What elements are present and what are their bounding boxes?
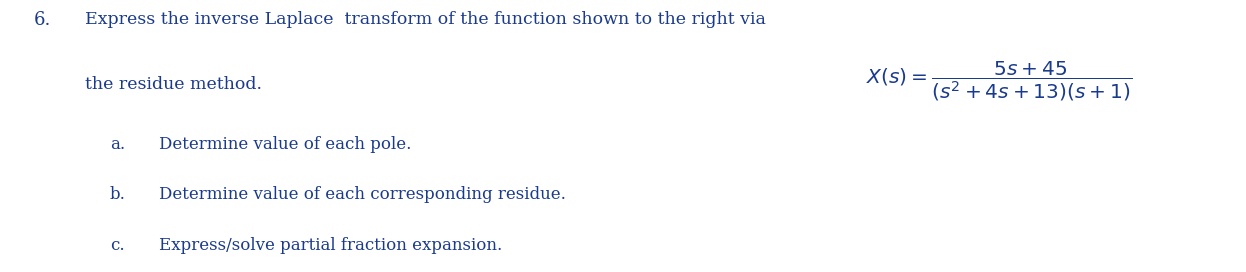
Text: $X(s) = \dfrac{5s+45}{(s^{2}+4s+13)(s+1)}$: $X(s) = \dfrac{5s+45}{(s^{2}+4s+13)(s+1)… <box>866 60 1133 104</box>
Text: Determine value of each pole.: Determine value of each pole. <box>159 136 412 153</box>
Text: the residue method.: the residue method. <box>85 76 262 93</box>
Text: Determine value of each corresponding residue.: Determine value of each corresponding re… <box>159 186 567 203</box>
Text: c.: c. <box>110 237 125 254</box>
Text: a.: a. <box>110 136 125 153</box>
Text: 6.: 6. <box>34 11 51 29</box>
Text: Express the inverse Laplace  transform of the function shown to the right via: Express the inverse Laplace transform of… <box>85 11 765 28</box>
Text: Express/solve partial fraction expansion.: Express/solve partial fraction expansion… <box>159 237 502 254</box>
Text: b.: b. <box>110 186 126 203</box>
